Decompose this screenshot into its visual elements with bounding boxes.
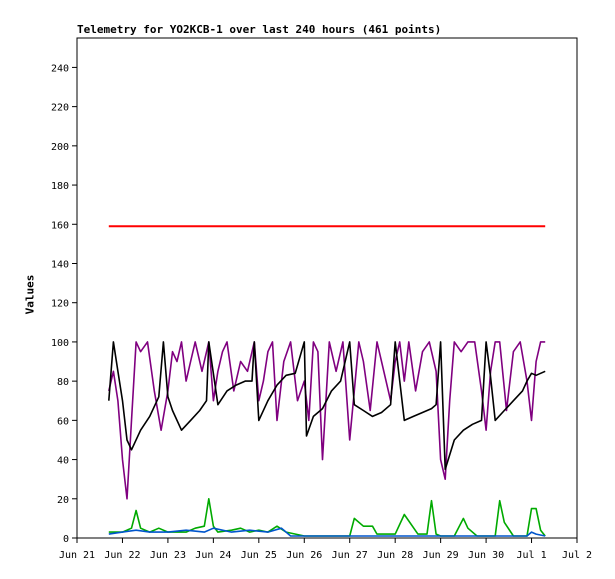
y-tick-label: 180: [51, 181, 69, 192]
y-tick-label: 60: [57, 416, 69, 427]
x-tick-label: Jun 26: [286, 550, 322, 561]
y-tick-label: 100: [51, 338, 69, 349]
chart-title: Telemetry for YO2KCB-1 over last 240 hou…: [77, 23, 442, 36]
x-tick-label: Jul 2: [562, 550, 592, 561]
y-tick-label: 20: [57, 495, 69, 506]
x-tick-label: Jun 21: [59, 550, 95, 561]
y-tick-label: 40: [57, 456, 69, 467]
y-tick-label: 240: [51, 63, 69, 74]
x-tick-label: Jun 29: [423, 550, 459, 561]
x-tick-label: Jun 30: [468, 550, 504, 561]
y-tick-label: 80: [57, 377, 69, 388]
x-tick-label: Jun 23: [150, 550, 186, 561]
x-tick-label: Jun 27: [332, 550, 368, 561]
y-tick-label: 140: [51, 259, 69, 270]
y-tick-label: 220: [51, 103, 69, 114]
x-tick-label: Jul 1: [516, 550, 546, 561]
x-tick-label: Jun 28: [377, 550, 413, 561]
y-tick-label: 160: [51, 220, 69, 231]
series-line-4: [108, 527, 546, 537]
series-group: [108, 225, 546, 537]
y-tick-label: 0: [63, 534, 69, 545]
x-tick-label: Jun 24: [195, 550, 231, 561]
y-tick-label: 120: [51, 299, 69, 310]
x-tick-label: Jun 22: [104, 550, 140, 561]
y-axis: 0 20 40 60 80 100 120 140 160 180 200 220 240: [51, 63, 77, 545]
x-tick-label: Jun 25: [241, 550, 277, 561]
x-axis: Jun 21 Jun 22 Jun 23 Jun 24 Jun 25 Jun 26 Jun …: [59, 538, 592, 561]
series-line-1: [108, 341, 546, 500]
plot-frame: [76, 37, 578, 539]
series-line-2: [108, 341, 546, 471]
y-tick-label: 200: [51, 142, 69, 153]
